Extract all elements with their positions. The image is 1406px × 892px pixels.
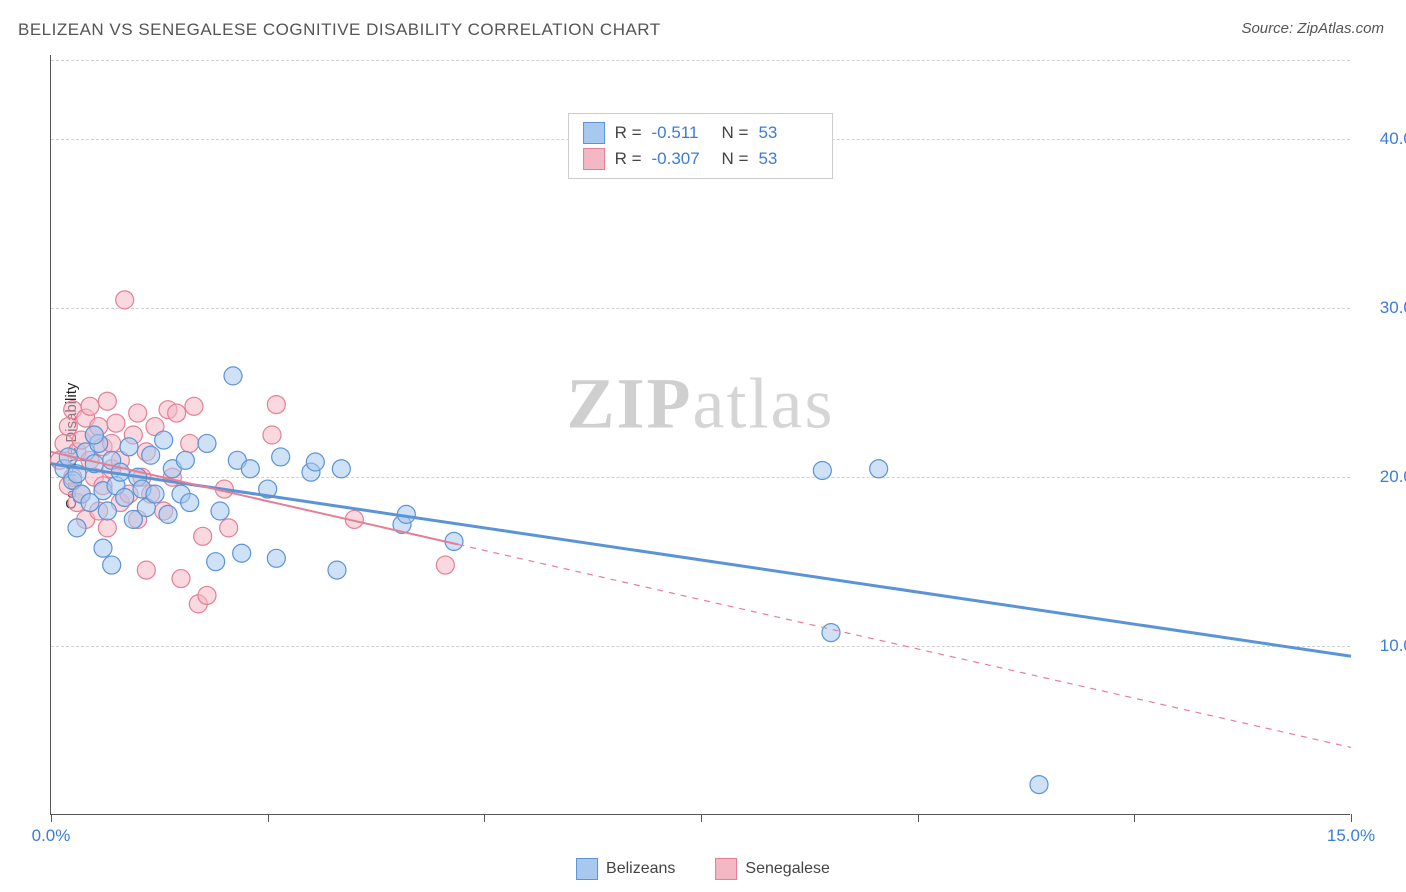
x-tick-label: 0.0% bbox=[32, 826, 71, 846]
r-value-1: -0.511 bbox=[652, 123, 712, 143]
source-label: Source: ZipAtlas.com bbox=[1241, 20, 1384, 37]
correlation-legend: R = -0.511 N = 53 R = -0.307 N = 53 bbox=[568, 113, 834, 179]
legend-swatch-senegalese bbox=[583, 148, 605, 170]
n-value-2: 53 bbox=[758, 149, 818, 169]
legend-item-belizeans: Belizeans bbox=[576, 858, 675, 880]
legend-swatch-belizeans bbox=[583, 122, 605, 144]
correlation-row-1: R = -0.511 N = 53 bbox=[583, 120, 819, 146]
legend-item-senegalese: Senegalese bbox=[715, 858, 830, 880]
y-tick-label: 20.0% bbox=[1380, 467, 1406, 487]
n-value-1: 53 bbox=[758, 123, 818, 143]
y-tick-label: 40.0% bbox=[1380, 129, 1406, 149]
correlation-row-2: R = -0.307 N = 53 bbox=[583, 146, 819, 172]
r-value-2: -0.307 bbox=[652, 149, 712, 169]
legend-label: Senegalese bbox=[745, 860, 830, 878]
legend-swatch-icon bbox=[715, 858, 737, 880]
chart-title: BELIZEAN VS SENEGALESE COGNITIVE DISABIL… bbox=[18, 20, 661, 40]
y-tick-label: 30.0% bbox=[1380, 298, 1406, 318]
series-legend: Belizeans Senegalese bbox=[576, 858, 830, 880]
legend-label: Belizeans bbox=[606, 860, 675, 878]
chart-container: BELIZEAN VS SENEGALESE COGNITIVE DISABIL… bbox=[0, 0, 1406, 892]
plot-area: ZIPatlas 10.0%20.0%30.0%40.0% 0.0%15.0% … bbox=[50, 55, 1350, 815]
y-tick-label: 10.0% bbox=[1380, 636, 1406, 656]
x-tick-label: 15.0% bbox=[1327, 826, 1375, 846]
legend-swatch-icon bbox=[576, 858, 598, 880]
